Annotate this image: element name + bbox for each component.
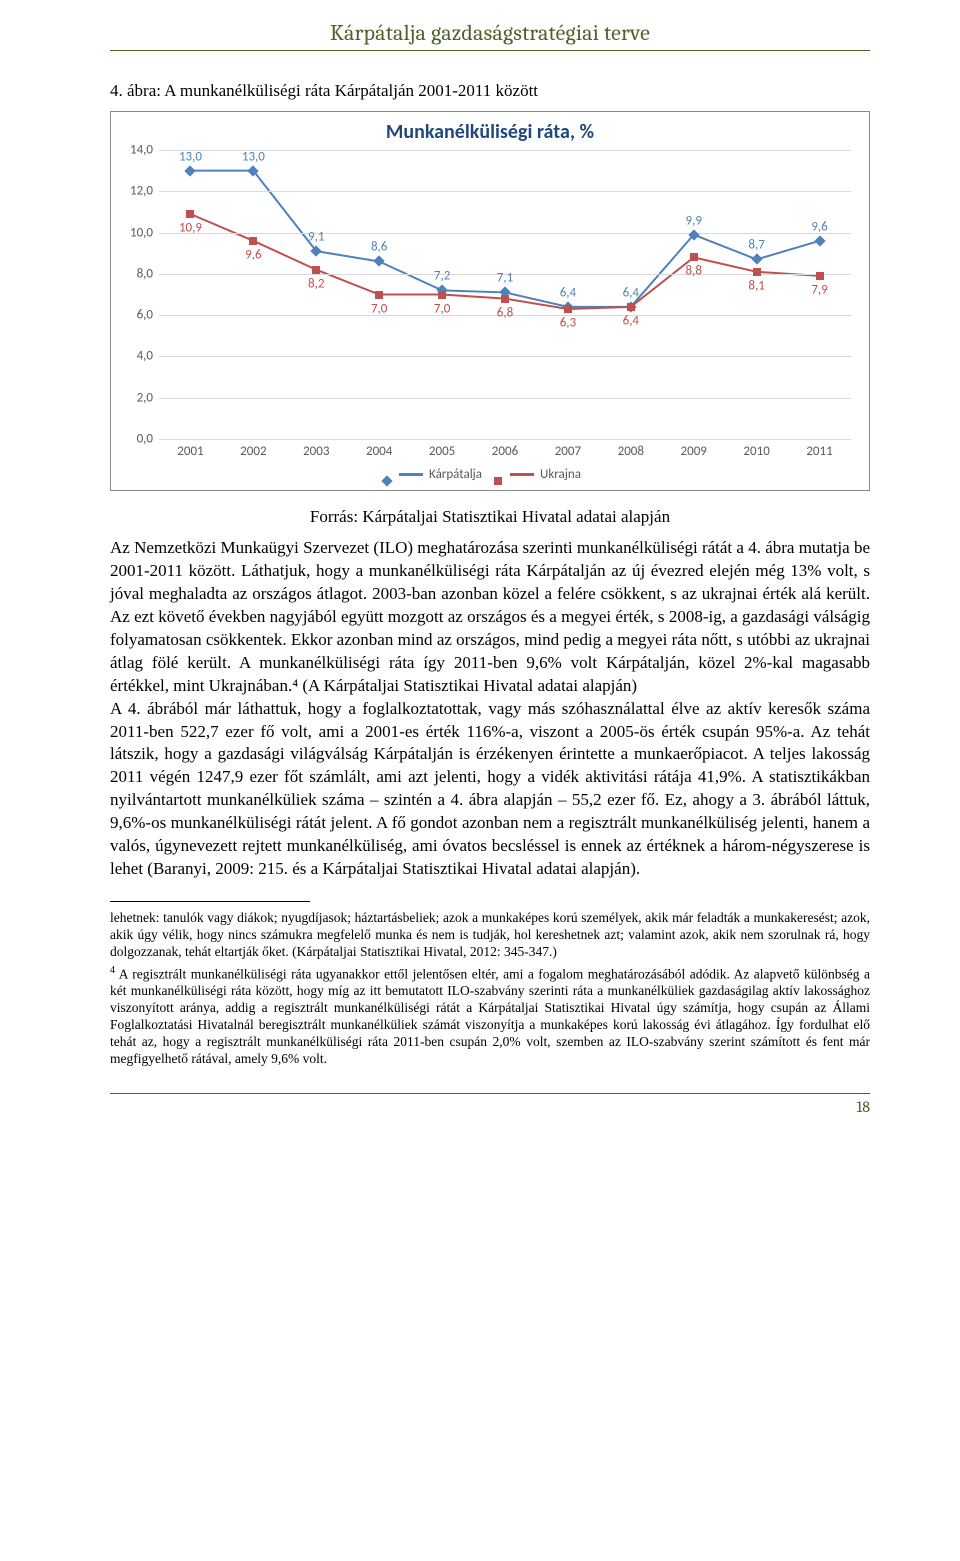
chart-xtick-label: 2010 [725, 444, 788, 459]
chart-data-label: 9,6 [245, 247, 261, 262]
chart-data-label: 8,8 [686, 264, 702, 279]
chart-x-axis-labels: 2001200220032004200520062007200820092010… [159, 440, 851, 459]
chart-data-label: 6,4 [623, 285, 639, 300]
legend-label: Ukrajna [540, 467, 581, 482]
chart-data-label: 13,0 [242, 149, 265, 164]
chart-ytick-label: 14,0 [119, 143, 153, 158]
page-number: 18 [110, 1093, 870, 1116]
chart-ytick-label: 0,0 [119, 432, 153, 447]
chart-marker [627, 303, 635, 311]
footnote: 4 A regisztrált munkanélküliségi ráta ug… [110, 965, 870, 1068]
chart-data-label: 9,9 [686, 213, 702, 228]
chart-marker [690, 253, 698, 261]
chart-data-label: 10,9 [179, 220, 202, 235]
body-paragraph: Az Nemzetközi Munkaügyi Szervezet (ILO) … [110, 537, 870, 698]
chart-gridline [159, 398, 851, 399]
chart-data-label: 6,3 [560, 315, 576, 330]
footnote: lehetnek: tanulók vagy diákok; nyugdíjas… [110, 910, 870, 961]
footnote-marker: 4 [110, 965, 115, 976]
chart-marker [249, 237, 257, 245]
chart-data-label: 7,2 [434, 269, 450, 284]
legend-item: Kárpátalja [399, 467, 482, 482]
chart-marker [438, 291, 446, 299]
chart-data-label: 9,1 [308, 230, 324, 245]
footnote-text: lehetnek: tanulók vagy diákok; nyugdíjas… [110, 910, 870, 959]
chart-data-label: 6,4 [560, 285, 576, 300]
chart-title: Munkanélküliségi ráta, % [119, 120, 861, 144]
chart-xtick-label: 2002 [222, 444, 285, 459]
chart-marker [375, 291, 383, 299]
chart-data-label: 6,4 [623, 313, 639, 328]
chart-ytick-label: 12,0 [119, 184, 153, 199]
chart-data-label: 7,0 [371, 301, 387, 316]
chart-data-label: 8,1 [748, 278, 764, 293]
chart-marker [564, 305, 572, 313]
chart-data-label: 13,0 [179, 149, 202, 164]
chart-marker [501, 295, 509, 303]
chart-ytick-label: 10,0 [119, 225, 153, 240]
footnote-separator [110, 901, 310, 902]
figure-source: Forrás: Kárpátaljai Statisztikai Hivatal… [110, 507, 870, 527]
chart-plot-area: 0,02,04,06,08,010,012,014,013,013,09,18,… [159, 150, 851, 440]
chart-xtick-label: 2003 [285, 444, 348, 459]
chart-data-label: 7,9 [811, 282, 827, 297]
chart-gridline [159, 191, 851, 192]
body-paragraph: A 4. ábrából már láthattuk, hogy a fogla… [110, 698, 870, 882]
chart-gridline [159, 233, 851, 234]
chart-xtick-label: 2009 [662, 444, 725, 459]
chart-marker [753, 268, 761, 276]
chart-ytick-label: 6,0 [119, 308, 153, 323]
footnotes: lehetnek: tanulók vagy diákok; nyugdíjas… [110, 910, 870, 1067]
chart-data-label: 8,2 [308, 276, 324, 291]
chart-ytick-label: 8,0 [119, 266, 153, 281]
legend-swatch [399, 473, 423, 476]
chart-data-label: 7,1 [497, 271, 513, 286]
legend-item: Ukrajna [510, 467, 581, 482]
chart-gridline [159, 356, 851, 357]
chart-marker [186, 210, 194, 218]
chart-xtick-label: 2007 [536, 444, 599, 459]
chart-data-label: 8,7 [748, 238, 764, 253]
chart-data-label: 9,6 [811, 219, 827, 234]
legend-label: Kárpátalja [429, 467, 482, 482]
chart-legend: Kárpátalja Ukrajna [119, 459, 861, 486]
figure-caption: 4. ábra: A munkanélküliségi ráta Kárpáta… [110, 81, 870, 101]
chart-xtick-label: 2001 [159, 444, 222, 459]
chart-gridline [159, 439, 851, 440]
chart-container: Munkanélküliségi ráta, % 0,0 2,0 4,0 6,0 8,0… [110, 111, 870, 491]
chart-data-label: 7,0 [434, 301, 450, 316]
chart-data-label: 8,6 [371, 240, 387, 255]
chart-xtick-label: 2005 [411, 444, 474, 459]
chart-xtick-label: 2006 [474, 444, 537, 459]
chart-ytick-label: 2,0 [119, 390, 153, 405]
chart-xtick-label: 2004 [348, 444, 411, 459]
footnote-text: A regisztrált munkanélküliségi ráta ugya… [110, 966, 870, 1065]
chart-xtick-label: 2008 [599, 444, 662, 459]
chart-marker [312, 266, 320, 274]
page-header: Kárpátalja gazdaságstratégiai terve [110, 20, 870, 51]
legend-swatch [510, 473, 534, 476]
body-text: Az Nemzetközi Munkaügyi Szervezet (ILO) … [110, 537, 870, 881]
chart-data-label: 6,8 [497, 305, 513, 320]
chart-xtick-label: 2011 [788, 444, 851, 459]
chart-marker [816, 272, 824, 280]
chart-ytick-label: 4,0 [119, 349, 153, 364]
